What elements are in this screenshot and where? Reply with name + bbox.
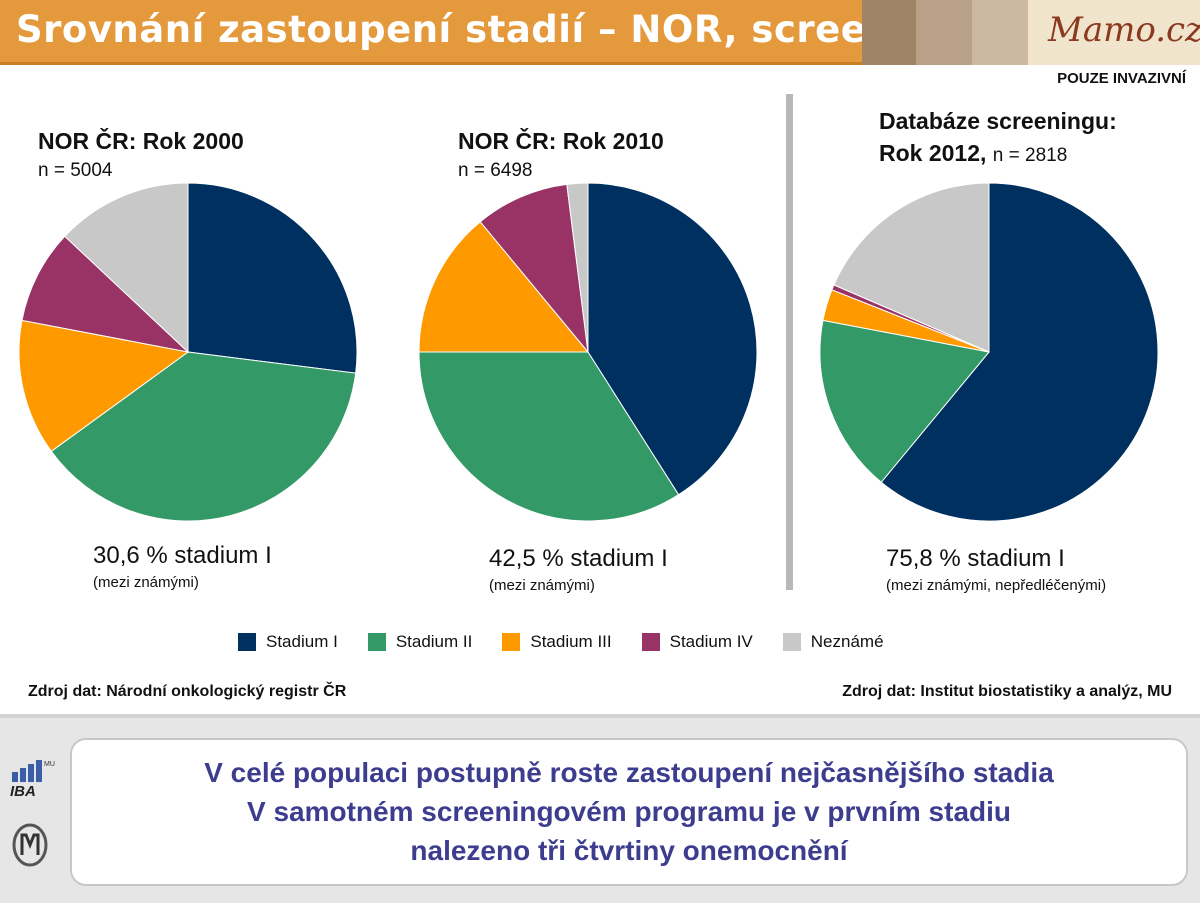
stadium-share-caption: 30,6 % stadium I [93, 542, 272, 569]
chart-title: NOR ČR: Rok 2000 [38, 128, 244, 154]
pie-slice-stadium-i [187, 182, 358, 374]
pie-slice-stadium-i [880, 182, 1159, 522]
legend-label: Neznámé [810, 632, 884, 651]
legend-swatch [641, 633, 660, 651]
pie-slice-stadium-ii [819, 319, 990, 483]
source-right: Zdroj dat: Institut biostatistiky a anal… [842, 683, 1172, 700]
stadium-share-note: (mezi známými) [93, 574, 199, 591]
legend-label: Stadium II [395, 632, 473, 651]
legend-label: Stadium I [266, 632, 338, 651]
page-title: Srovnání zastoupení stadií – NOR, screen… [16, 8, 961, 51]
mu-seal-logo [12, 823, 48, 867]
message-line: nalezeno tři čtvrtiny onemocnění [410, 835, 848, 866]
pie-slice-neznámé [566, 182, 589, 353]
legend-item: Neznámé [782, 632, 884, 652]
mamo-logo-text: Mamo.cz [1048, 10, 1200, 50]
header-decoration-block [916, 0, 972, 65]
chart-legend: Stadium I Stadium II Stadium III Stadium… [238, 630, 914, 654]
pie-slice-stadium-ii [50, 351, 357, 522]
pie-slice-stadium-iv [21, 235, 190, 353]
iba-logo: MU IBA [10, 760, 55, 798]
chart-n-label: n = 2818 [992, 145, 1068, 166]
legend-label: Stadium IV [669, 632, 753, 651]
header-decoration-block [862, 0, 916, 65]
stadium-share-note: (mezi známými) [489, 577, 595, 594]
message-line: V celé populaci postupně roste zastoupen… [204, 757, 1054, 788]
pie-slice-stadium-ii [418, 351, 680, 522]
chart-title: NOR ČR: Rok 2010 [458, 128, 664, 154]
invasive-note: POUZE INVAZIVNÍ [1057, 70, 1186, 87]
legend-item: Stadium III [502, 632, 612, 652]
footer: MU IBA V celé populaci postupně roste za… [0, 714, 1200, 903]
message-box: V celé populaci postupně roste zastoupen… [70, 738, 1188, 886]
legend-label: Stadium III [530, 632, 612, 651]
chart-title-line2: Rok 2012, n = 2818 [879, 140, 1067, 167]
iba-logo-text: IBA [10, 783, 36, 798]
source-left: Zdroj dat: Národní onkologický registr Č… [28, 683, 347, 700]
mamo-logo: Mamo.cz [1028, 0, 1200, 65]
pie-chart-2000 [18, 182, 358, 522]
pie-slice-neznámé [64, 182, 189, 354]
message-line: V samotném screeningovém programu je v p… [247, 796, 1011, 827]
pie-slice-stadium-iii [18, 319, 190, 453]
stadium-share-note: (mezi známými, nepředléčenými) [886, 577, 1107, 594]
pie-chart-2010 [418, 182, 758, 522]
header: Srovnání zastoupení stadií – NOR, screen… [0, 0, 1200, 70]
pie-slice-stadium-i [587, 182, 758, 496]
header-decoration-block [972, 0, 1028, 65]
legend-swatch [238, 633, 256, 651]
chart-title-year: Rok 2012, [879, 140, 987, 166]
chart-n-label: n = 6498 [458, 160, 533, 181]
legend-item: Stadium IV [641, 632, 753, 652]
legend-item: Stadium II [367, 632, 473, 652]
legend-swatch [502, 633, 521, 651]
pie-slice-neznámé [833, 182, 990, 353]
legend-swatch [367, 633, 386, 651]
pie-chart-screening-2012 [819, 182, 1159, 522]
legend-swatch [782, 633, 801, 651]
pie-slice-stadium-iv [479, 183, 589, 354]
chart-n-label: n = 5004 [38, 160, 113, 181]
stadium-share-caption: 42,5 % stadium I [489, 545, 668, 572]
title-bar: Srovnání zastoupení stadií – NOR, screen… [0, 0, 960, 65]
mu-small-text: MU [44, 761, 55, 768]
divider [786, 94, 793, 590]
stadium-share-caption: 75,8 % stadium I [886, 545, 1065, 572]
legend-item: Stadium I [238, 632, 338, 652]
chart-title: Databáze screeningu: [879, 108, 1117, 134]
pie-slice-stadium-iii [418, 221, 590, 353]
